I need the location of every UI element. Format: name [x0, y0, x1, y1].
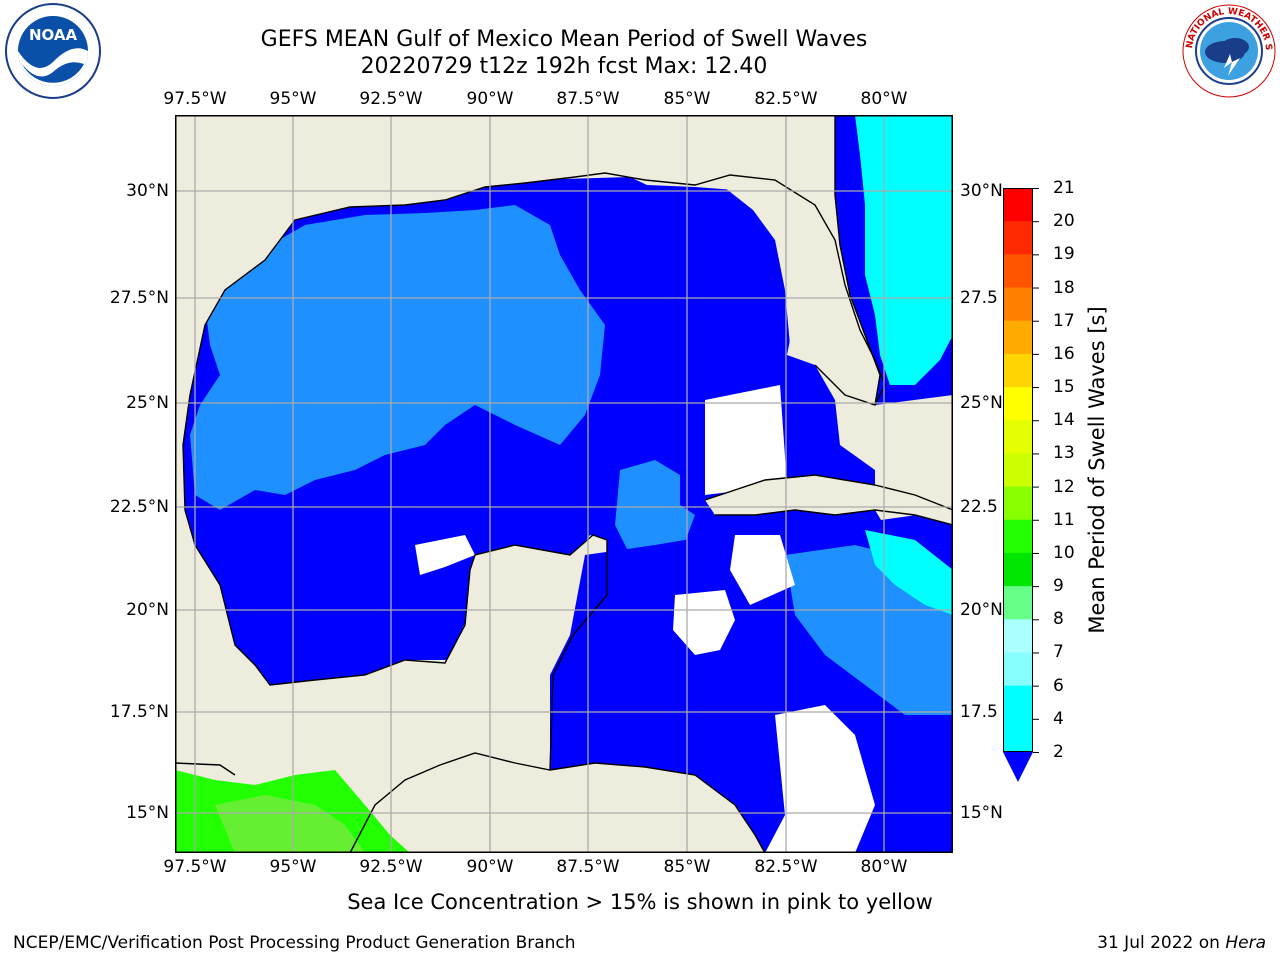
- sea-ice-note: Sea Ice Concentration > 15% is shown in …: [347, 890, 933, 914]
- lon-tick-bottom: 97.5°W: [163, 857, 227, 877]
- colorbar-tick-label: 16: [1053, 343, 1075, 364]
- colorbar-tick-label: 8: [1053, 609, 1064, 630]
- colorbar-cell: [1003, 519, 1033, 554]
- lon-tick-top: 82.5°W: [754, 89, 818, 109]
- white-gap: [765, 705, 875, 853]
- nws-logo: NATIONAL WEATHER SERVICE: [1177, 0, 1278, 104]
- swell-zone-mid: [190, 205, 605, 510]
- colorbar-svg: [1003, 188, 1039, 782]
- lon-tick-bottom: 80°W: [860, 857, 908, 877]
- colorbar-border: [1003, 188, 1033, 752]
- colorbar-tick-label: 7: [1053, 642, 1064, 663]
- lon-tick-top: 95°W: [269, 89, 317, 109]
- colorbar-cell: [1003, 718, 1033, 753]
- lat-tick-left: 20°N: [126, 600, 169, 620]
- noaa-logo: NOAA: [2, 2, 104, 104]
- lat-tick-right: 27.5: [960, 288, 998, 308]
- map-border: [175, 115, 953, 853]
- lon-tick-top: 92.5°W: [359, 89, 423, 109]
- map-svg: [174, 115, 954, 854]
- colorbar: [1003, 188, 1043, 788]
- lon-tick-top: 90°W: [466, 89, 514, 109]
- colorbar-tick-label: 15: [1053, 377, 1075, 398]
- lon-tick-top: 80°W: [860, 89, 908, 109]
- lat-tick-right: 20°N: [960, 600, 1003, 620]
- colorbar-tick-label: 13: [1053, 443, 1075, 464]
- colorbar-tick-label: 19: [1053, 244, 1075, 265]
- colorbar-tick-label: 9: [1053, 576, 1064, 597]
- colorbar-cell: [1003, 552, 1033, 587]
- colorbar-tick-label: 11: [1053, 509, 1075, 530]
- colorbar-cell: [1003, 586, 1033, 620]
- host-name: Hera: [1225, 933, 1266, 953]
- lon-tick-top: 87.5°W: [556, 89, 620, 109]
- lat-tick-right: 25°N: [960, 393, 1003, 413]
- colorbar-cell: [1003, 486, 1033, 521]
- lat-tick-left: 17.5°N: [109, 702, 169, 722]
- colorbar-cell: [1003, 387, 1033, 421]
- colorbar-extend-arrow: [1003, 752, 1033, 782]
- white-gap: [705, 385, 787, 495]
- us-coast-land: [175, 115, 835, 445]
- lat-tick-left: 22.5°N: [109, 497, 169, 517]
- colorbar-tick-label: 14: [1053, 410, 1075, 431]
- atlantic-cyan: [855, 115, 953, 385]
- chart-title: GEFS MEAN Gulf of Mexico Mean Period of …: [260, 27, 868, 52]
- lat-tick-right: 22.5: [960, 497, 998, 517]
- white-gap: [415, 535, 475, 575]
- pacific-light-green: [215, 795, 365, 853]
- colorbar-cell: [1003, 287, 1033, 322]
- lat-tick-right: 17.5: [960, 702, 998, 722]
- graticule: [175, 115, 953, 853]
- colorbar-cell: [1003, 221, 1033, 255]
- caribbean-cyan: [865, 530, 953, 615]
- lon-tick-bottom: 90°W: [466, 857, 514, 877]
- colorbar-cell: [1003, 453, 1033, 488]
- white-gap: [673, 590, 735, 655]
- central-america-land: [350, 753, 765, 853]
- colorbar-cell: [1003, 652, 1033, 687]
- colorbar-tick-label: 6: [1053, 675, 1064, 696]
- lat-tick-left: 30°N: [126, 181, 169, 201]
- colorbar-tick-label: 10: [1053, 542, 1075, 563]
- colorbar-tick-label: 21: [1053, 178, 1075, 198]
- lon-tick-bottom: 85°W: [663, 857, 711, 877]
- colorbar-tick-label: 12: [1053, 476, 1075, 497]
- colorbar-cell: [1003, 420, 1033, 454]
- lon-tick-bottom: 95°W: [269, 857, 317, 877]
- lon-tick-bottom: 87.5°W: [556, 857, 620, 877]
- colorbar-cell: [1003, 619, 1033, 653]
- coastlines: [174, 115, 954, 854]
- colorbar-cell: [1003, 188, 1033, 222]
- colorbar-cell: [1003, 685, 1033, 720]
- generated-date: 31 Jul 2022 on Hera: [1097, 933, 1266, 953]
- colorbar-cell: [1003, 353, 1033, 388]
- colorbar-tick-label: 2: [1053, 742, 1064, 762]
- colorbar-tick-label: 4: [1053, 708, 1064, 729]
- lat-tick-left: 25°N: [126, 393, 169, 413]
- lon-tick-bottom: 82.5°W: [754, 857, 818, 877]
- credit-text: NCEP/EMC/Verification Post Processing Pr…: [13, 933, 576, 953]
- chart-subtitle: 20220729 t12z 192h fcst Max: 12.40: [360, 54, 768, 79]
- colorbar-tick-label: 17: [1053, 310, 1075, 331]
- florida-peninsula: [715, 180, 885, 405]
- colorbar-title: Mean Period of Swell Waves [s]: [1085, 306, 1109, 634]
- lat-tick-right: 30°N: [960, 181, 1003, 201]
- white-gap: [730, 535, 795, 605]
- lat-tick-left: 15°N: [126, 803, 169, 823]
- lon-tick-top: 85°W: [663, 89, 711, 109]
- lon-tick-bottom: 92.5°W: [359, 857, 423, 877]
- svg-text:NOAA: NOAA: [29, 26, 78, 44]
- colorbar-tick-label: 20: [1053, 211, 1075, 232]
- lon-tick-top: 97.5°W: [163, 89, 227, 109]
- lat-tick-right: 15°N: [960, 803, 1003, 823]
- swell-zone-mid-south: [615, 460, 695, 565]
- map-area[interactable]: [174, 115, 954, 854]
- lat-tick-left: 27.5°N: [109, 288, 169, 308]
- colorbar-cell: [1003, 320, 1033, 355]
- colorbar-tick-label: 18: [1053, 277, 1075, 298]
- colorbar-cell: [1003, 254, 1033, 289]
- cuba: [705, 475, 953, 525]
